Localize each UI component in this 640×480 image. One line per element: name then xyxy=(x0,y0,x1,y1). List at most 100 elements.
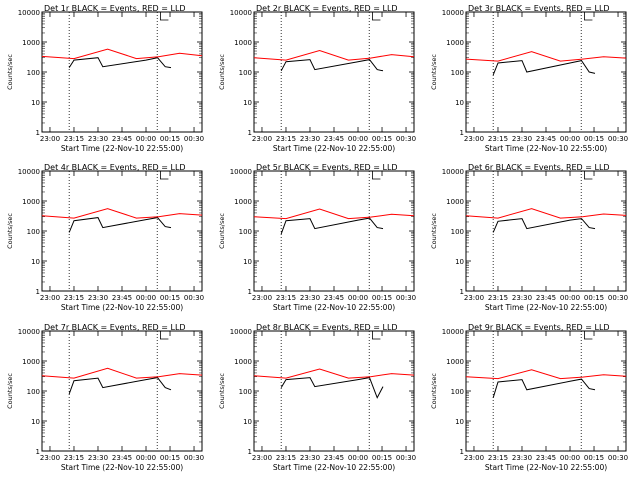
x-tick-label: 23:45 xyxy=(536,294,556,302)
plot-frame xyxy=(465,11,627,133)
x-tick-label: 23:45 xyxy=(324,454,344,462)
y-tick-label: 1000 xyxy=(446,198,464,206)
chart-panel: Det 3r BLACK = Events, RED = LLD 1 10 100 10… xyxy=(430,4,628,153)
x-tick-label: 23:15 xyxy=(488,135,508,143)
x-tick-label: 00:00 xyxy=(348,294,368,302)
y-tick-label: 10 xyxy=(455,418,464,426)
y-tick-label: 100 xyxy=(451,69,464,77)
chart-panel: Det 4r BLACK = Events, RED = LLD 1 10 100 10… xyxy=(6,163,204,312)
x-tick-label: 23:15 xyxy=(64,294,84,302)
plot-frame xyxy=(253,11,415,133)
y-axis-label: Counts/sec xyxy=(430,213,438,249)
series-lld-line xyxy=(41,208,203,219)
x-tick-label: 23:00 xyxy=(464,294,484,302)
x-tick-label: 00:00 xyxy=(560,454,580,462)
series-lld-line xyxy=(253,368,415,379)
x-tick-label: 23:30 xyxy=(88,294,108,302)
y-tick-label: 10000 xyxy=(442,328,464,336)
y-axis-label: Counts/sec xyxy=(218,373,226,409)
y-tick-label: 10000 xyxy=(18,328,40,336)
chart-title: Det 7r BLACK = Events, RED = LLD xyxy=(44,323,186,332)
y-tick-label: 1 xyxy=(248,448,252,456)
y-tick-label: 1 xyxy=(460,129,464,137)
x-axis-label: Start Time (22-Nov-10 22:55:00) xyxy=(273,303,395,312)
y-tick-label: 1 xyxy=(36,288,40,296)
y-tick-label: 1000 xyxy=(22,39,40,47)
x-tick-label: 23:45 xyxy=(112,454,132,462)
plot-frame xyxy=(41,170,203,292)
y-tick-label: 1 xyxy=(460,448,464,456)
x-tick-label: 00:30 xyxy=(184,294,204,302)
x-axis-label: Start Time (22-Nov-10 22:55:00) xyxy=(273,463,395,472)
chart-panel: Det 5r BLACK = Events, RED = LLD 1 10 100 10… xyxy=(218,163,416,312)
y-tick-label: 1 xyxy=(36,448,40,456)
y-tick-label: 10000 xyxy=(230,168,252,176)
plot-frame xyxy=(465,330,627,452)
y-tick-label: 10000 xyxy=(442,168,464,176)
x-axis-label: Start Time (22-Nov-10 22:55:00) xyxy=(61,463,183,472)
x-tick-label: 00:15 xyxy=(372,135,392,143)
series-events-line xyxy=(280,377,384,399)
x-tick-label: 23:30 xyxy=(88,135,108,143)
y-axis-label: Counts/sec xyxy=(6,373,14,409)
x-tick-label: 23:00 xyxy=(40,454,60,462)
series-events-line xyxy=(68,377,172,395)
x-tick-label: 00:15 xyxy=(584,294,604,302)
x-tick-label: 23:15 xyxy=(64,135,84,143)
series-events-line xyxy=(492,60,596,76)
x-tick-label: 00:00 xyxy=(560,135,580,143)
x-tick-label: 23:30 xyxy=(300,454,320,462)
series-events-line xyxy=(68,217,172,233)
x-tick-label: 00:30 xyxy=(184,135,204,143)
x-tick-label: 00:15 xyxy=(372,294,392,302)
chart-panel: Det 9r BLACK = Events, RED = LLD 1 10 100 10… xyxy=(430,323,628,472)
x-tick-label: 23:45 xyxy=(112,135,132,143)
plot-frame xyxy=(253,330,415,452)
x-tick-label: 00:30 xyxy=(608,454,628,462)
y-tick-label: 100 xyxy=(451,388,464,396)
y-tick-label: 1000 xyxy=(446,39,464,47)
time-marker-solid xyxy=(372,12,381,21)
y-tick-label: 1000 xyxy=(234,198,252,206)
x-tick-label: 00:00 xyxy=(560,294,580,302)
x-axis-label: Start Time (22-Nov-10 22:55:00) xyxy=(485,144,607,153)
y-axis-label: Counts/sec xyxy=(6,54,14,90)
y-tick-label: 10000 xyxy=(18,9,40,17)
y-tick-label: 10000 xyxy=(18,168,40,176)
y-tick-label: 10 xyxy=(243,99,252,107)
chart-panel: Det 1r BLACK = Events, RED = LLD 1 10 100 10… xyxy=(6,4,204,153)
x-tick-label: 23:45 xyxy=(536,135,556,143)
x-tick-label: 23:15 xyxy=(276,454,296,462)
x-tick-label: 23:00 xyxy=(40,135,60,143)
y-tick-label: 100 xyxy=(27,69,40,77)
series-events-line xyxy=(280,59,384,72)
x-axis-label: Start Time (22-Nov-10 22:55:00) xyxy=(485,303,607,312)
x-tick-label: 00:30 xyxy=(608,135,628,143)
x-tick-label: 00:15 xyxy=(160,454,180,462)
time-marker-solid xyxy=(584,12,593,21)
y-tick-label: 10 xyxy=(31,418,40,426)
y-tick-label: 10000 xyxy=(442,9,464,17)
chart-panel: Det 7r BLACK = Events, RED = LLD 1 10 100 10… xyxy=(6,323,204,472)
time-marker-solid xyxy=(372,171,381,180)
y-tick-label: 10 xyxy=(455,258,464,266)
x-tick-label: 00:30 xyxy=(396,454,416,462)
x-tick-label: 23:15 xyxy=(276,135,296,143)
x-tick-label: 00:00 xyxy=(348,135,368,143)
y-tick-label: 1 xyxy=(248,129,252,137)
y-tick-label: 10 xyxy=(243,418,252,426)
y-tick-label: 10 xyxy=(243,258,252,266)
x-tick-label: 00:15 xyxy=(160,294,180,302)
chart-title: Det 2r BLACK = Events, RED = LLD xyxy=(256,4,398,13)
time-marker-solid xyxy=(372,331,381,340)
x-tick-label: 00:15 xyxy=(372,454,392,462)
x-tick-label: 00:15 xyxy=(584,135,604,143)
y-tick-label: 100 xyxy=(239,228,252,236)
series-lld-line xyxy=(465,51,627,62)
x-tick-label: 00:15 xyxy=(160,135,180,143)
y-tick-label: 10 xyxy=(455,99,464,107)
y-tick-label: 1 xyxy=(248,288,252,296)
x-tick-label: 23:00 xyxy=(464,454,484,462)
y-tick-label: 100 xyxy=(239,388,252,396)
time-marker-solid xyxy=(584,331,593,340)
